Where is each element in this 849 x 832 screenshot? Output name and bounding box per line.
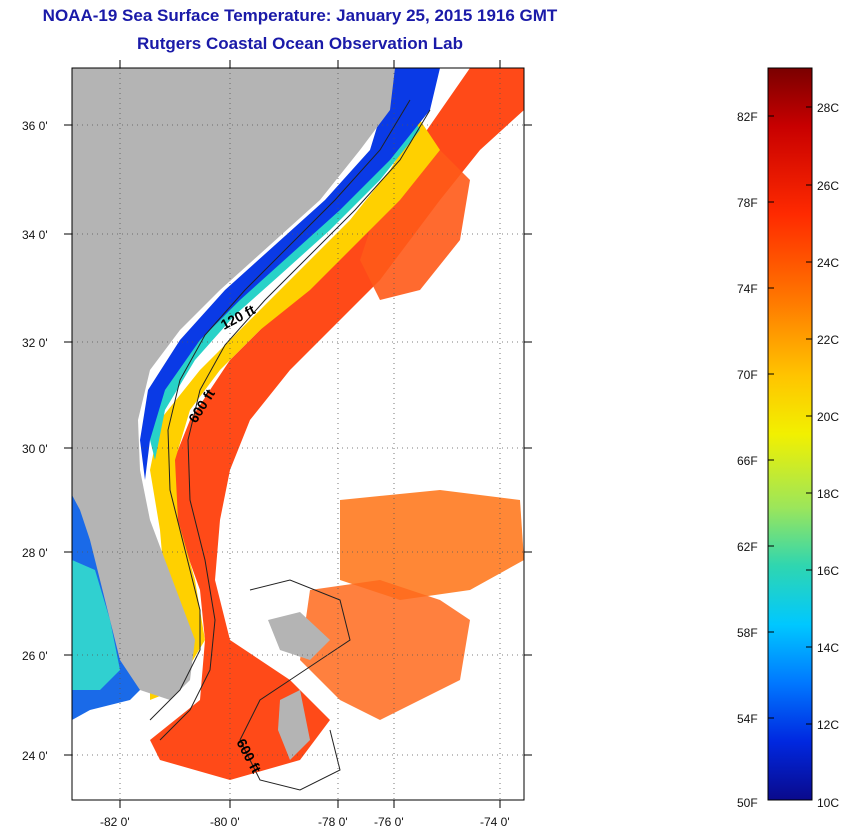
map-title: NOAA-19 Sea Surface Temperature: January… [42,6,558,25]
warm-patches-bahamas [300,580,470,720]
colorbar-c-label: 26C [817,179,839,193]
lat-label: 34 0' [22,228,48,242]
lat-label: 26 0' [22,649,48,663]
shelf-water-blue [140,68,440,480]
colorbar-f-label: 62F [737,540,758,554]
colorbar-c-label: 16C [817,564,839,578]
axis-ticks [64,60,532,808]
lat-label: 24 0' [22,749,48,763]
lat-label: 28 0' [22,546,48,560]
map-panel: 120 ft 600 ft 600 ft [72,68,524,800]
map-grid [72,68,524,800]
colorbar-c-label: 18C [817,487,839,501]
colorbar-f-label: 54F [737,712,758,726]
land-mass [72,68,395,700]
map-subtitle: Rutgers Coastal Ocean Observation Lab [137,34,463,53]
colorbar-c-label: 28C [817,101,839,115]
lat-label: 36 0' [22,119,48,133]
lon-label: -80 0' [210,815,240,829]
colorbar-ticks [768,106,812,725]
colorbar-f-label: 78F [737,196,758,210]
colorbar-c-label: 22C [817,333,839,347]
west-florida-waters-cyan [72,560,120,690]
colorbar-f-label: 82F [737,110,758,124]
lon-label: -76 0' [374,815,404,829]
colorbar-f-label: 50F [737,796,758,810]
bahamas-island [278,690,310,760]
lon-label: -82 0' [100,815,130,829]
contour-bahamas [239,579,351,791]
gulf-stream-warm-water [150,68,524,780]
colorbar-c-label: 10C [817,796,839,810]
contour-600ft [159,109,431,741]
lat-label: 32 0' [22,336,48,350]
warm-patches-east [340,490,524,600]
colorbar-c-label: 24C [817,256,839,270]
lat-label: 30 0' [22,442,48,456]
lon-label: -78 0' [318,815,348,829]
colorbar-c-label: 20C [817,410,839,424]
colorbar-c-label: 14C [817,641,839,655]
colorbar-f-label: 74F [737,282,758,296]
colorbar-f-label: 70F [737,368,758,382]
lon-label: -74 0' [480,815,510,829]
map-frame [71,67,525,801]
colorbar-c-label: 12C [817,718,839,732]
colorbar-f-label: 66F [737,454,758,468]
colorbar [767,67,813,801]
contour-120ft [149,99,411,721]
bahamas-island [268,612,330,660]
colorbar-f-label: 58F [737,626,758,640]
